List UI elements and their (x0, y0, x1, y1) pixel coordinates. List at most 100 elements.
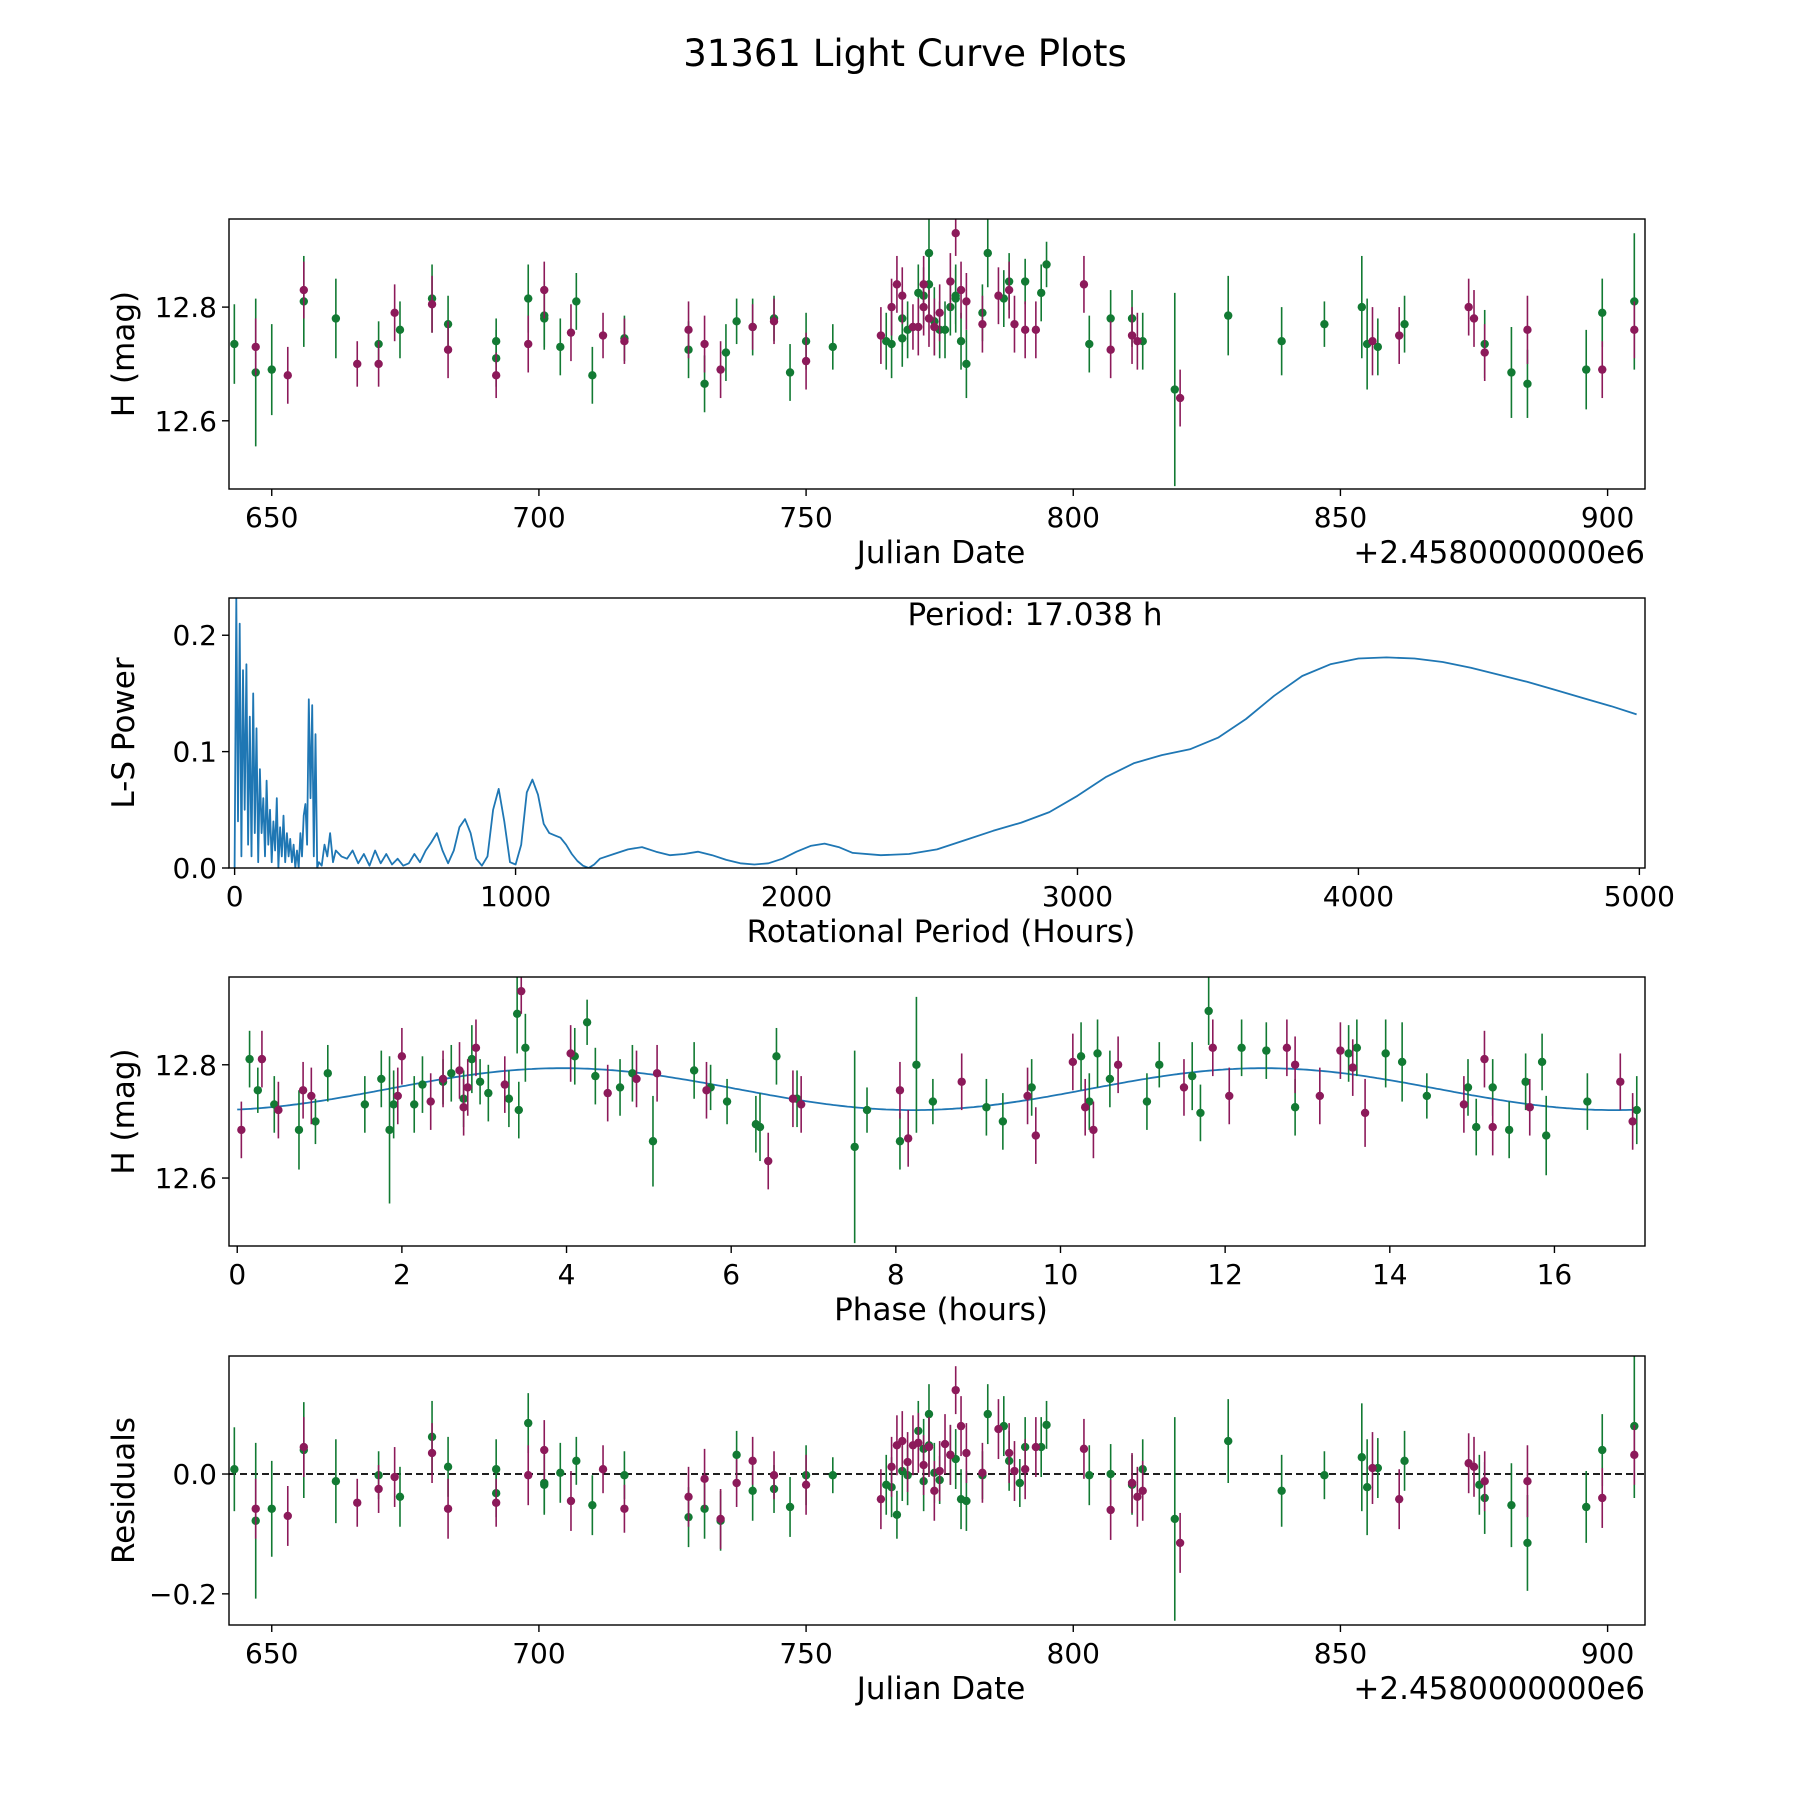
residuals-point-green (748, 1486, 757, 1495)
phased-point-green (1583, 1097, 1592, 1106)
phased-ytick-label: 12.6 (155, 1162, 217, 1195)
phased-point-green (1632, 1105, 1641, 1115)
residuals-point-magenta (1368, 1463, 1377, 1473)
lightcurve-point-green (556, 342, 565, 352)
phased-point-green (360, 1100, 370, 1109)
phased-point-green (1290, 1103, 1300, 1112)
periodogram-xlabel: Rotational Period (Hours) (747, 914, 1136, 950)
residuals-point-magenta (540, 1445, 549, 1455)
residuals-point-green (924, 1409, 934, 1419)
residuals-xtick-label: 800 (1047, 1637, 1100, 1670)
phased-point-magenta (237, 1125, 246, 1135)
lightcurve-point-magenta (978, 319, 987, 329)
phased-point-magenta (1525, 1103, 1534, 1112)
lightcurve-point-magenta (299, 285, 309, 295)
periodogram-period-annotation: Period: 17.038 h (908, 597, 1163, 633)
phased-xtick-label: 2 (393, 1258, 411, 1291)
periodogram-frame (228, 597, 1646, 869)
residuals-point-magenta (935, 1466, 944, 1476)
phased-xtick-label: 8 (887, 1258, 905, 1291)
lightcurve-point-magenta (1031, 325, 1041, 335)
residuals-frame (228, 1355, 1646, 1626)
phased-point-green (1196, 1108, 1205, 1118)
phased-xlabel: Phase (hours) (834, 1292, 1048, 1328)
phased-point-magenta (1068, 1057, 1078, 1067)
lightcurve-point-green (524, 294, 533, 303)
residuals-point-magenta (924, 1442, 934, 1452)
residuals-point-magenta (956, 1421, 966, 1431)
phased-point-green (928, 1097, 938, 1106)
lightcurve-point-magenta (1395, 331, 1404, 340)
lightcurve-point-magenta (1010, 319, 1019, 329)
periodogram-ytick-label: 0.1 (172, 736, 217, 769)
residuals-point-green (1357, 1453, 1367, 1462)
phased-point-magenta (603, 1088, 612, 1098)
phased-point-magenta (895, 1086, 905, 1095)
residuals-point-magenta (427, 1448, 437, 1458)
phased-ylabel: H (mag) (106, 1048, 142, 1174)
residuals-point-magenta (1010, 1466, 1019, 1476)
periodogram-ytick-label: 0.2 (172, 619, 217, 652)
lightcurve-plot-area (230, 219, 1639, 487)
residuals-point-green (620, 1471, 629, 1480)
phased-frame (228, 976, 1646, 1247)
residuals-point-magenta (1133, 1492, 1142, 1501)
phased-point-green (385, 1125, 394, 1135)
residuals-point-magenta (390, 1472, 399, 1482)
phased-xtick-label: 0 (228, 1258, 246, 1291)
phased-point-green (294, 1125, 304, 1135)
residuals-point-magenta (566, 1496, 576, 1506)
lightcurve-point-magenta (443, 345, 453, 354)
lightcurve-point-green (1373, 342, 1383, 352)
lightcurve-point-magenta (427, 300, 437, 309)
residuals-point-green (540, 1478, 549, 1488)
phased-point-green (1155, 1060, 1164, 1069)
residuals-point-magenta (962, 1448, 971, 1458)
lightcurve-point-green (1224, 311, 1233, 320)
phased-point-green (689, 1066, 699, 1075)
residuals-point-magenta (251, 1504, 260, 1513)
residuals-point-green (1598, 1445, 1607, 1455)
phased-point-green (245, 1054, 254, 1064)
phased-point-magenta (652, 1069, 662, 1078)
lightcurve-point-magenta (353, 359, 362, 369)
lightcurve-point-magenta (1079, 280, 1089, 289)
residuals-point-green (524, 1418, 533, 1428)
lightcurve-point-green (267, 365, 276, 374)
residuals-point-green (1507, 1500, 1516, 1510)
lightcurve-point-green (1277, 337, 1286, 346)
lightcurve-point-magenta (924, 314, 934, 323)
lightcurve-xtick-label: 700 (512, 501, 565, 534)
lightcurve-xtick-label: 850 (1314, 501, 1367, 534)
phased-point-magenta (1023, 1091, 1032, 1101)
phased-point-magenta (426, 1097, 435, 1106)
lightcurve-point-magenta (566, 328, 576, 337)
phased-xtick-label: 6 (722, 1258, 740, 1291)
residuals-point-magenta (1031, 1442, 1041, 1452)
residuals-point-magenta (1138, 1486, 1147, 1495)
residuals-point-green (1582, 1502, 1591, 1512)
periodogram-axes: 0 1000 2000 3000 4000 5000 0.0 0.1 0.2 Rotational… (106, 597, 1675, 950)
residuals-point-magenta (353, 1498, 362, 1507)
residuals-point-green (1106, 1469, 1115, 1479)
phased-point-green (1381, 1049, 1390, 1058)
lightcurve-point-magenta (876, 331, 886, 340)
residuals-point-magenta (700, 1474, 709, 1484)
residuals-point-magenta (598, 1465, 608, 1474)
residuals-point-green (700, 1504, 709, 1513)
lightcurve-point-magenta (1020, 325, 1030, 335)
phased-xtick-label: 12 (1207, 1258, 1243, 1291)
lightcurve-point-green (491, 337, 501, 346)
lightcurve-point-green (395, 325, 405, 335)
lightcurve-point-magenta (716, 365, 725, 374)
lightcurve-point-magenta (283, 371, 292, 380)
residuals-point-magenta (876, 1494, 886, 1504)
phased-point-green (475, 1077, 485, 1086)
phased-point-magenta (788, 1094, 798, 1103)
lightcurve-point-green (1320, 319, 1329, 329)
phased-point-green (615, 1083, 625, 1092)
phased-point-magenta (438, 1074, 448, 1084)
residuals-point-green (1523, 1538, 1532, 1548)
lightcurve-point-green (588, 371, 597, 380)
residuals-point-magenta (1020, 1465, 1030, 1474)
